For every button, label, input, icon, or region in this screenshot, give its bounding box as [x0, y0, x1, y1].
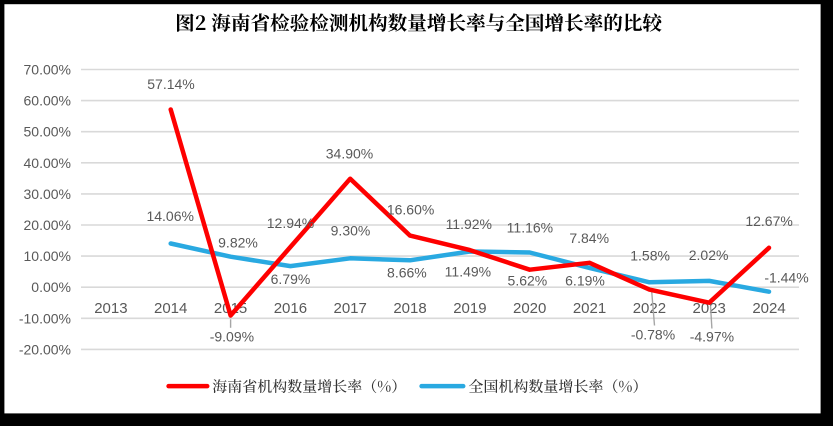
- svg-text:0.00%: 0.00%: [31, 279, 71, 295]
- svg-text:11.16%: 11.16%: [507, 220, 553, 236]
- svg-text:7.84%: 7.84%: [569, 230, 609, 246]
- svg-text:12.67%: 12.67%: [745, 213, 792, 229]
- svg-text:2016: 2016: [274, 300, 307, 317]
- svg-text:-20.00%: -20.00%: [19, 341, 71, 357]
- svg-text:-0.78%: -0.78%: [631, 326, 675, 342]
- svg-text:2013: 2013: [94, 300, 127, 317]
- svg-text:2019: 2019: [453, 300, 486, 317]
- svg-text:6.79%: 6.79%: [271, 271, 311, 287]
- svg-text:30.00%: 30.00%: [24, 186, 71, 202]
- svg-text:2021: 2021: [573, 300, 606, 317]
- svg-text:9.82%: 9.82%: [218, 235, 258, 251]
- svg-text:1.58%: 1.58%: [630, 248, 670, 264]
- svg-text:-9.09%: -9.09%: [210, 329, 254, 345]
- svg-text:-10.00%: -10.00%: [19, 310, 71, 326]
- svg-text:2018: 2018: [393, 300, 426, 317]
- svg-text:2014: 2014: [154, 300, 187, 317]
- svg-text:8.66%: 8.66%: [387, 265, 427, 281]
- svg-text:2024: 2024: [752, 300, 785, 317]
- svg-text:60.00%: 60.00%: [24, 93, 71, 109]
- svg-text:11.49%: 11.49%: [445, 264, 491, 280]
- svg-text:11.92%: 11.92%: [446, 216, 492, 232]
- svg-text:2022: 2022: [633, 300, 666, 317]
- svg-text:2020: 2020: [513, 300, 546, 317]
- svg-text:5.62%: 5.62%: [508, 272, 548, 288]
- svg-text:16.60%: 16.60%: [387, 202, 434, 218]
- svg-text:50.00%: 50.00%: [24, 124, 71, 140]
- svg-text:9.30%: 9.30%: [331, 223, 371, 239]
- svg-text:-1.44%: -1.44%: [764, 270, 808, 286]
- svg-text:10.00%: 10.00%: [24, 248, 71, 264]
- svg-text:-4.97%: -4.97%: [690, 328, 734, 344]
- svg-text:20.00%: 20.00%: [24, 217, 71, 233]
- svg-text:12.94%: 12.94%: [267, 215, 314, 231]
- svg-text:2023: 2023: [693, 300, 726, 317]
- svg-text:14.06%: 14.06%: [146, 208, 193, 224]
- svg-text:34.90%: 34.90%: [326, 146, 373, 162]
- svg-text:2017: 2017: [334, 300, 367, 317]
- svg-text:40.00%: 40.00%: [24, 155, 71, 171]
- svg-text:6.19%: 6.19%: [565, 272, 605, 288]
- svg-text:2.02%: 2.02%: [689, 247, 729, 263]
- svg-text:57.14%: 57.14%: [147, 76, 194, 92]
- svg-text:70.00%: 70.00%: [24, 62, 71, 78]
